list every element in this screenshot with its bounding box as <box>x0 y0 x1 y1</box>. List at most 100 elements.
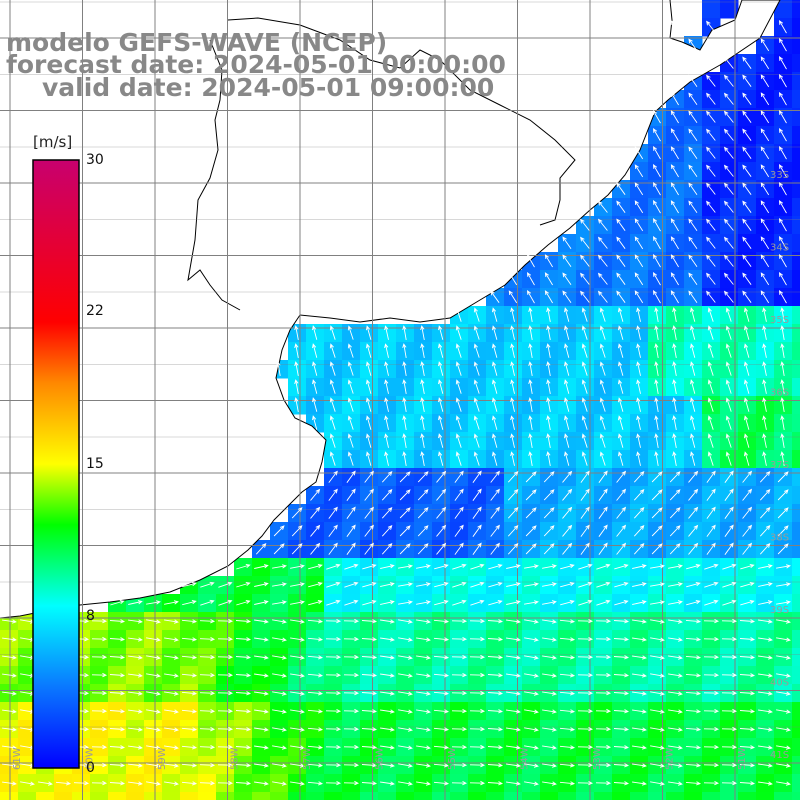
wind-arrow <box>380 709 395 714</box>
wind-arrow <box>650 691 665 696</box>
longitude-label: 61W <box>12 747 23 770</box>
wind-arrow <box>472 524 482 537</box>
wind-arrow <box>758 619 773 624</box>
wind-arrow <box>380 673 395 678</box>
wind-arrow <box>562 470 573 483</box>
wind-arrow <box>723 218 734 231</box>
wind-arrow <box>670 254 679 268</box>
wind-arrow <box>617 415 624 430</box>
wind-arrow <box>399 507 411 519</box>
wind-arrow <box>613 619 630 624</box>
land-area <box>0 0 781 619</box>
wind-cell <box>180 792 199 800</box>
wind-cell <box>792 540 800 559</box>
wind-arrow <box>778 145 787 160</box>
wind-arrow <box>776 691 791 696</box>
colorbar-tick-label: 0 <box>86 760 95 776</box>
wind-arrow <box>528 379 533 394</box>
wind-arrow <box>632 582 647 587</box>
wind-arrow <box>510 343 515 358</box>
wind-arrow <box>524 781 539 786</box>
wind-arrow <box>616 542 627 555</box>
wind-arrow <box>706 164 716 177</box>
wind-cell <box>792 630 800 649</box>
wind-arrow <box>759 543 771 555</box>
wind-arrow <box>181 637 198 642</box>
wind-arrow <box>564 433 570 448</box>
wind-arrow <box>364 470 374 483</box>
wind-arrow <box>723 74 734 87</box>
wind-arrow <box>451 708 468 714</box>
wind-arrow <box>451 636 468 642</box>
land-mass <box>0 0 780 618</box>
wind-cell <box>360 792 379 800</box>
wind-arrow <box>632 709 647 714</box>
wind-arrow <box>632 655 647 660</box>
wind-arrow <box>670 272 679 286</box>
wind-cell <box>792 558 800 577</box>
wind-arrow <box>578 581 593 588</box>
wind-arrow <box>581 451 588 466</box>
wind-cell <box>414 792 433 800</box>
wind-cell <box>774 792 793 800</box>
wind-arrow <box>723 164 734 177</box>
wind-arrow <box>668 564 683 569</box>
wind-cell <box>792 0 800 19</box>
wind-arrow <box>525 507 537 519</box>
wind-arrow <box>325 672 342 678</box>
wind-arrow <box>528 397 533 412</box>
wind-arrow <box>634 182 644 196</box>
wind-arrow <box>146 619 161 624</box>
wind-arrow <box>491 433 498 448</box>
wind-arrow <box>199 655 216 660</box>
wind-arrow <box>128 619 143 624</box>
wind-arrow <box>742 110 752 123</box>
wind-cell <box>756 792 775 800</box>
wind-arrow <box>634 200 644 214</box>
wind-arrow <box>597 236 608 249</box>
wind-arrow <box>651 543 663 555</box>
wind-arrow <box>451 654 468 660</box>
wind-arrow <box>598 542 608 555</box>
wind-arrow <box>688 470 699 483</box>
wind-arrow <box>308 582 323 588</box>
latitude-label: 36S <box>770 388 789 399</box>
wind-arrow <box>402 397 407 412</box>
wind-arrow <box>742 218 752 231</box>
wind-arrow <box>109 619 126 624</box>
wind-arrow <box>742 254 752 267</box>
wind-arrow <box>420 343 425 358</box>
wind-cell <box>468 792 487 800</box>
wind-arrow <box>777 471 789 483</box>
wind-arrow <box>650 673 665 678</box>
wind-arrow <box>473 433 480 448</box>
wind-arrow <box>380 600 395 605</box>
wind-arrow <box>634 218 644 232</box>
wind-arrow <box>510 397 515 412</box>
wind-arrow <box>544 272 553 286</box>
wind-arrow <box>562 488 573 501</box>
wind-arrow <box>346 470 356 483</box>
wind-arrow <box>451 762 468 768</box>
wind-arrow <box>723 290 734 303</box>
wind-arrow <box>707 451 714 466</box>
wind-arrow <box>455 397 462 412</box>
wind-arrow <box>616 200 626 213</box>
wind-arrow <box>272 600 287 605</box>
wind-arrow <box>776 745 791 750</box>
wind-arrow <box>562 542 573 555</box>
wind-arrow <box>636 361 641 376</box>
wind-arrow <box>490 290 500 303</box>
wind-arrow <box>416 655 431 660</box>
wind-arrow <box>328 542 338 555</box>
wind-arrow <box>780 307 785 322</box>
wind-arrow <box>669 489 681 501</box>
wind-arrow <box>690 343 696 358</box>
wind-arrow <box>469 636 486 642</box>
wind-arrow <box>633 507 645 519</box>
wind-arrow <box>109 745 126 750</box>
wind-arrow <box>473 361 480 376</box>
wind-arrow <box>778 37 787 52</box>
wind-arrow <box>524 709 539 714</box>
